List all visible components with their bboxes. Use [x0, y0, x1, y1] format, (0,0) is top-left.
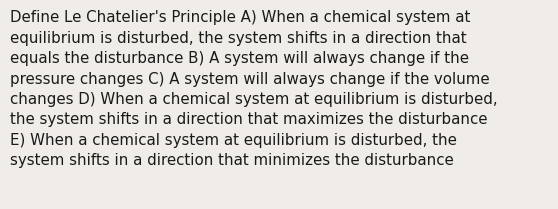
Text: Define Le Chatelier's Principle A) When a chemical system at
equilibrium is dist: Define Le Chatelier's Principle A) When …	[10, 10, 498, 168]
